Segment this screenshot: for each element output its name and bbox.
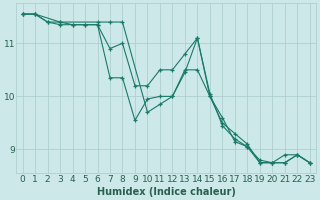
X-axis label: Humidex (Indice chaleur): Humidex (Indice chaleur) — [97, 187, 236, 197]
